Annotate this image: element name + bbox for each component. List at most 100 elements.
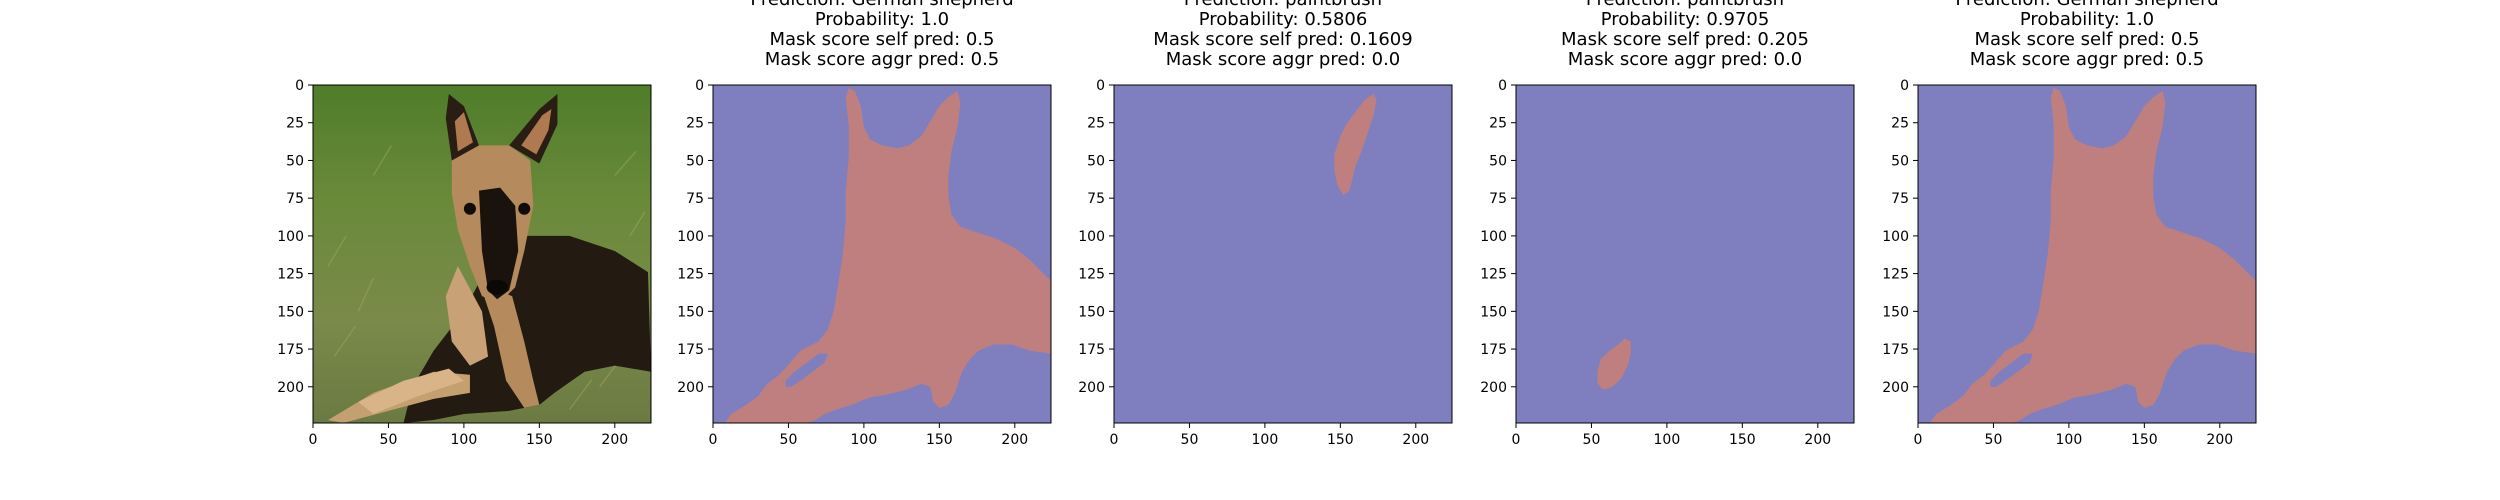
x-tick-label: 200 <box>1001 432 1028 448</box>
y-tick-label: 100 <box>1078 229 1105 245</box>
y-tick-label: 100 <box>677 229 704 245</box>
x-tick-label: 150 <box>526 432 553 448</box>
x-tick-label: 150 <box>1327 432 1354 448</box>
x-tick-label: 0 <box>1914 432 1923 448</box>
y-axis-ticks: 0 25 50 75 100 125 150 175 200 <box>1882 78 1918 396</box>
y-tick-label: 25 <box>286 116 304 132</box>
x-tick-label: 50 <box>780 432 798 448</box>
y-tick-label: 75 <box>686 191 704 207</box>
y-tick-label: 0 <box>1096 78 1105 94</box>
mask-background <box>1516 85 1854 423</box>
panel-title-line: Prediction: paintbrush <box>1184 0 1382 10</box>
panel-title-line: Mask score self pred: 0.205 <box>1561 29 1809 50</box>
y-tick-label: 200 <box>677 380 704 396</box>
x-axis-ticks: 0 50 100 150 200 <box>1914 423 2233 448</box>
x-tick-label: 150 <box>2131 432 2158 448</box>
y-tick-label: 25 <box>686 116 704 132</box>
x-tick-label: 200 <box>2206 432 2233 448</box>
plot-area <box>1516 85 1854 423</box>
y-tick-label: 100 <box>1480 229 1507 245</box>
panel-title-line: Probability: 1.0 <box>815 9 949 30</box>
y-tick-label: 0 <box>295 78 304 94</box>
y-axis-ticks: 0 25 50 75 100 125 150 175 200 <box>1078 78 1114 396</box>
panel-title: Prediction: paintbrushProbability: 0.580… <box>1153 0 1412 70</box>
x-tick-label: 100 <box>851 432 878 448</box>
plot-area <box>1114 85 1452 423</box>
x-tick-label: 50 <box>1181 432 1199 448</box>
y-tick-label: 150 <box>277 304 304 320</box>
y-tick-label: 125 <box>1882 267 1909 283</box>
x-tick-label: 200 <box>1402 432 1429 448</box>
panel-title-line: Probability: 1.0 <box>2020 9 2154 30</box>
y-tick-label: 150 <box>1882 304 1909 320</box>
panel-title-line: Prediction: German shepherd <box>1955 0 2218 10</box>
panel-mask-1: Prediction: German shepherdProbability: … <box>677 0 1051 448</box>
panel-photo: 0 50 100 150 200 0 25 50 75 100 125 150 175 200 <box>277 78 651 448</box>
y-tick-label: 175 <box>1480 342 1507 358</box>
panel-title: Prediction: paintbrushProbability: 0.970… <box>1561 0 1809 70</box>
y-tick-label: 25 <box>1891 116 1909 132</box>
y-tick-label: 175 <box>1882 342 1909 358</box>
y-tick-label: 175 <box>677 342 704 358</box>
y-tick-label: 100 <box>1882 229 1909 245</box>
panel-title-line: Mask score self pred: 0.5 <box>1974 29 2199 50</box>
x-tick-label: 50 <box>1583 432 1601 448</box>
y-tick-label: 150 <box>677 304 704 320</box>
y-tick-label: 75 <box>1087 191 1105 207</box>
y-tick-label: 75 <box>1489 191 1507 207</box>
x-tick-label: 100 <box>1654 432 1681 448</box>
panel-title-line: Mask score aggr pred: 0.0 <box>1568 49 1803 70</box>
y-axis-ticks: 0 25 50 75 100 125 150 175 200 <box>677 78 713 396</box>
panel-title-line: Probability: 0.5806 <box>1199 9 1368 30</box>
y-axis-ticks: 0 25 50 75 100 125 150 175 200 <box>277 78 313 396</box>
y-tick-label: 50 <box>1489 153 1507 169</box>
y-tick-label: 125 <box>677 267 704 283</box>
x-tick-label: 100 <box>451 432 478 448</box>
y-tick-label: 125 <box>1480 267 1507 283</box>
panel-title-line: Prediction: German shepherd <box>750 0 1013 10</box>
panel-title: Prediction: German shepherdProbability: … <box>1955 0 2218 70</box>
x-axis-ticks: 0 50 100 150 200 <box>309 423 628 448</box>
y-tick-label: 200 <box>1078 380 1105 396</box>
x-tick-label: 0 <box>1110 432 1119 448</box>
panel-title-line: Mask score aggr pred: 0.5 <box>1970 49 2205 70</box>
x-tick-label: 100 <box>2056 432 2083 448</box>
y-tick-label: 25 <box>1087 116 1105 132</box>
y-tick-label: 50 <box>1087 153 1105 169</box>
panel-mask-2: Prediction: paintbrushProbability: 0.580… <box>1078 0 1452 448</box>
y-tick-label: 125 <box>1078 267 1105 283</box>
y-tick-label: 25 <box>1489 116 1507 132</box>
y-tick-label: 50 <box>286 153 304 169</box>
y-tick-label: 200 <box>1480 380 1507 396</box>
y-tick-label: 200 <box>277 380 304 396</box>
x-tick-label: 200 <box>601 432 628 448</box>
x-axis-ticks: 0 50 100 150 200 <box>709 423 1028 448</box>
y-tick-label: 150 <box>1480 304 1507 320</box>
x-tick-label: 200 <box>1804 432 1831 448</box>
x-tick-label: 0 <box>709 432 718 448</box>
x-tick-label: 50 <box>380 432 398 448</box>
x-tick-label: 50 <box>1985 432 2003 448</box>
plot-area <box>313 85 651 423</box>
y-tick-label: 50 <box>686 153 704 169</box>
dog-photo-image <box>313 85 651 423</box>
y-tick-label: 0 <box>1498 78 1507 94</box>
x-tick-label: 0 <box>309 432 318 448</box>
panel-title-line: Mask score aggr pred: 0.0 <box>1166 49 1401 70</box>
x-axis-ticks: 0 50 100 150 200 <box>1110 423 1429 448</box>
y-tick-label: 150 <box>1078 304 1105 320</box>
x-axis-ticks: 0 50 100 150 200 <box>1512 423 1831 448</box>
panel-mask-4: Prediction: German shepherdProbability: … <box>1882 0 2256 448</box>
y-tick-label: 0 <box>695 78 704 94</box>
panel-title-line: Mask score aggr pred: 0.5 <box>765 49 1000 70</box>
panel-title-line: Mask score self pred: 0.5 <box>769 29 994 50</box>
y-tick-label: 0 <box>1900 78 1909 94</box>
y-tick-label: 75 <box>286 191 304 207</box>
plot-area <box>1918 85 2256 423</box>
x-tick-label: 0 <box>1512 432 1521 448</box>
y-tick-label: 200 <box>1882 380 1909 396</box>
plot-area <box>713 85 1051 423</box>
y-axis-ticks: 0 25 50 75 100 125 150 175 200 <box>1480 78 1516 396</box>
y-tick-label: 75 <box>1891 191 1909 207</box>
